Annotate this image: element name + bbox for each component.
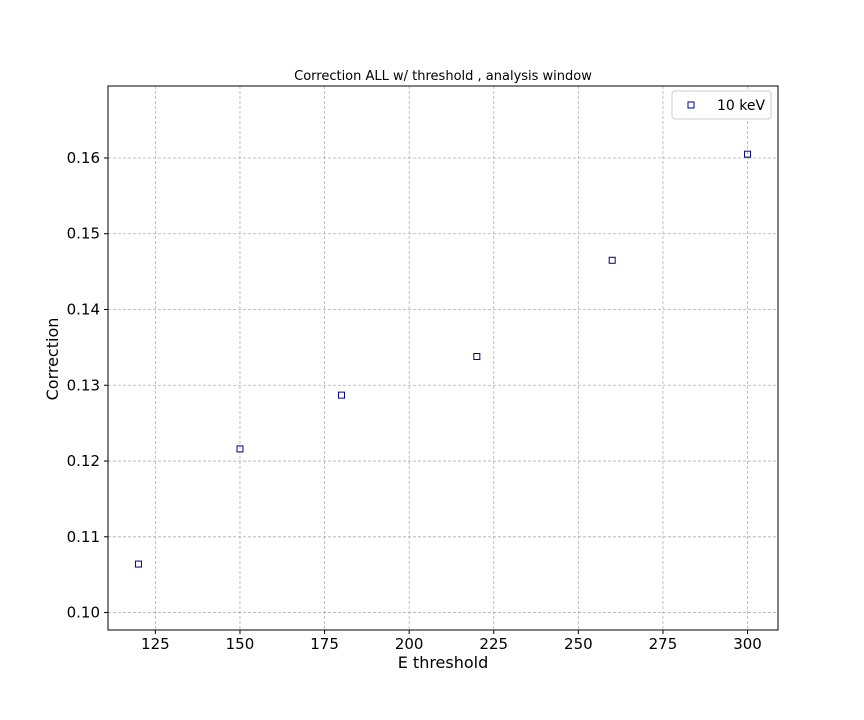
x-axis-ticks: 125 150 175 200 225 250 275 300 [141, 630, 762, 653]
grid-lines [108, 86, 778, 630]
x-axis-label: E threshold [398, 653, 489, 672]
data-point [337, 391, 345, 399]
y-tick-label: 0.13 [67, 376, 100, 394]
data-point [473, 352, 481, 360]
x-tick-label: 150 [226, 635, 255, 653]
data-point [134, 560, 142, 568]
x-tick-label: 125 [141, 635, 170, 653]
data-point [744, 150, 752, 158]
x-tick-label: 200 [395, 635, 424, 653]
y-tick-label: 0.10 [67, 604, 100, 622]
plot-frame [107, 85, 779, 631]
data-points [134, 150, 752, 568]
x-tick-label: 275 [649, 635, 678, 653]
x-tick-label: 175 [310, 635, 339, 653]
legend-marker-square [687, 101, 695, 109]
y-tick-label: 0.14 [67, 301, 100, 319]
x-tick-label: 225 [479, 635, 508, 653]
y-tick-label: 0.11 [67, 528, 100, 546]
chart-title: Correction ALL w/ threshold , analysis w… [294, 69, 592, 84]
y-axis-label: Correction [43, 318, 62, 401]
y-axis-ticks: 0.10 0.11 0.12 0.13 0.14 0.15 0.16 [67, 149, 108, 622]
y-tick-label: 0.16 [67, 149, 100, 167]
x-tick-label: 250 [564, 635, 593, 653]
x-tick-label: 300 [733, 635, 762, 653]
y-tick-label: 0.12 [67, 452, 100, 470]
y-tick-label: 0.15 [67, 225, 100, 243]
legend-box [671, 90, 772, 120]
data-point [236, 445, 244, 453]
data-point [608, 256, 616, 264]
legend-label: 10 keV [717, 98, 765, 114]
legend: 10 keV [671, 90, 772, 120]
